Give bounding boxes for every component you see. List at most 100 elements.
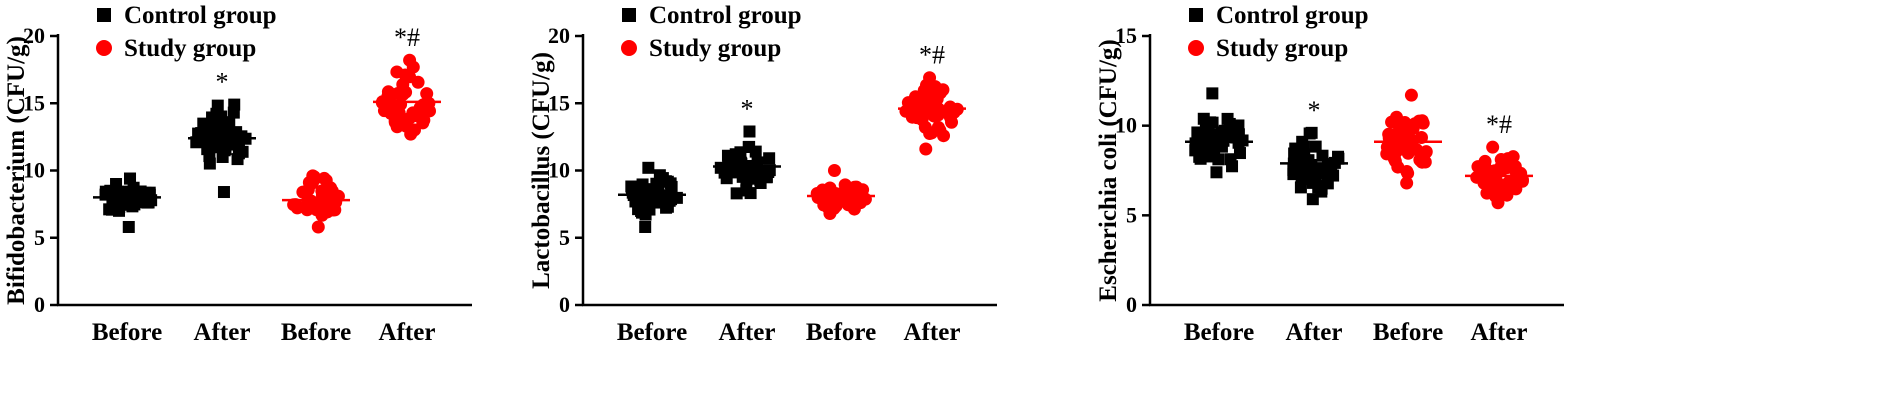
- data-point: [1294, 181, 1307, 194]
- data-point: [1486, 140, 1500, 154]
- data-point: [317, 171, 331, 185]
- y-tick-label: 10: [1115, 113, 1137, 138]
- data-point: [817, 198, 831, 212]
- legend-label-study-group: Study group: [124, 35, 256, 62]
- data-point: [1470, 170, 1484, 184]
- y-tick-label: 10: [23, 158, 45, 183]
- x-category-label: Before: [281, 319, 351, 346]
- data-point: [1212, 153, 1225, 166]
- x-category-label: Before: [92, 319, 162, 346]
- data-point: [398, 68, 412, 82]
- data-point: [1210, 166, 1223, 179]
- data-point: [1226, 160, 1239, 173]
- chart-panel-lactobacillus: 0 5 10 15 20 Lactobacillus (CFU/g) Before After…: [528, 2, 997, 346]
- data-point: [653, 169, 666, 182]
- y-tick-label: 5: [559, 225, 570, 250]
- y-tick-label: 0: [34, 292, 45, 317]
- y-tick-label: 15: [1115, 23, 1137, 48]
- data-point: [919, 142, 933, 156]
- data-point: [1500, 188, 1514, 202]
- data-point: [1382, 127, 1396, 141]
- data-point: [113, 201, 126, 214]
- legend-label-control-group: Control group: [124, 2, 277, 29]
- data-point: [223, 116, 236, 129]
- legend-label-study-group: Study group: [649, 35, 781, 62]
- data-point: [845, 199, 859, 213]
- significance-annotation: *: [1308, 96, 1321, 125]
- data-point: [1318, 166, 1331, 179]
- y-tick-label: 10: [548, 158, 570, 183]
- data-point: [931, 120, 945, 134]
- data-point: [1418, 155, 1432, 169]
- data-point: [1401, 166, 1415, 180]
- data-point: [139, 186, 152, 199]
- data-point: [231, 153, 244, 166]
- data-point: [722, 158, 735, 171]
- x-category-label: After: [719, 319, 776, 346]
- legend-label-control-group: Control group: [649, 2, 802, 29]
- x-category-label: After: [1286, 319, 1343, 346]
- data-point: [850, 183, 864, 197]
- legend-marker-control-group: [622, 8, 636, 22]
- data-point: [647, 183, 660, 196]
- x-category-label: Before: [1184, 319, 1254, 346]
- y-tick-label: 15: [23, 90, 45, 115]
- data-point: [762, 166, 775, 179]
- data-point: [207, 112, 220, 125]
- data-point: [110, 178, 123, 191]
- data-point: [642, 161, 655, 174]
- data-point: [215, 140, 228, 153]
- data-point: [744, 187, 757, 200]
- data-point: [232, 140, 245, 153]
- legend-label-study-group: Study group: [1216, 35, 1348, 62]
- data-point: [1471, 160, 1485, 174]
- data-point: [302, 175, 316, 189]
- data-point: [128, 198, 141, 211]
- data-point: [1419, 145, 1433, 159]
- y-axis-label: Bifidobacterium (CFU/g): [3, 36, 30, 305]
- data-point: [1190, 138, 1203, 151]
- data-point: [1297, 143, 1310, 156]
- y-tick-label: 5: [34, 225, 45, 250]
- data-point: [197, 117, 210, 130]
- data-point: [1412, 114, 1426, 128]
- data-point: [406, 60, 420, 74]
- significance-annotation: *#: [919, 41, 945, 70]
- significance-annotation: *#: [1486, 110, 1512, 139]
- data-point: [1194, 152, 1207, 165]
- data-point: [1390, 110, 1404, 124]
- data-point: [122, 220, 135, 233]
- data-point: [1397, 138, 1411, 152]
- data-point: [394, 97, 408, 111]
- data-point: [413, 101, 427, 115]
- data-point: [1483, 164, 1497, 178]
- legend-label-control-group: Control group: [1216, 2, 1369, 29]
- data-point: [1222, 127, 1235, 140]
- data-point: [203, 150, 216, 163]
- data-point: [835, 186, 849, 200]
- legend-marker-control-group: [97, 8, 111, 22]
- data-point: [311, 220, 325, 234]
- legend-marker-study-group: [621, 40, 637, 56]
- significance-annotation: *#: [394, 23, 420, 52]
- data-point: [1204, 138, 1217, 151]
- data-point: [743, 125, 756, 138]
- data-point: [388, 115, 402, 129]
- y-tick-label: 0: [1126, 292, 1137, 317]
- data-point: [1400, 176, 1414, 190]
- data-point: [420, 87, 434, 101]
- y-tick-label: 20: [23, 23, 45, 48]
- data-point: [730, 187, 743, 200]
- significance-annotation: *: [216, 68, 229, 97]
- data-point: [124, 172, 137, 185]
- legend-marker-study-group: [1188, 40, 1204, 56]
- data-point: [315, 188, 329, 202]
- data-point: [928, 80, 942, 94]
- y-tick-label: 0: [559, 292, 570, 317]
- data-point: [1309, 140, 1322, 153]
- x-category-label: Before: [1373, 319, 1443, 346]
- y-tick-label: 5: [1126, 202, 1137, 227]
- legend-marker-control-group: [1189, 8, 1203, 22]
- data-point: [1511, 174, 1525, 188]
